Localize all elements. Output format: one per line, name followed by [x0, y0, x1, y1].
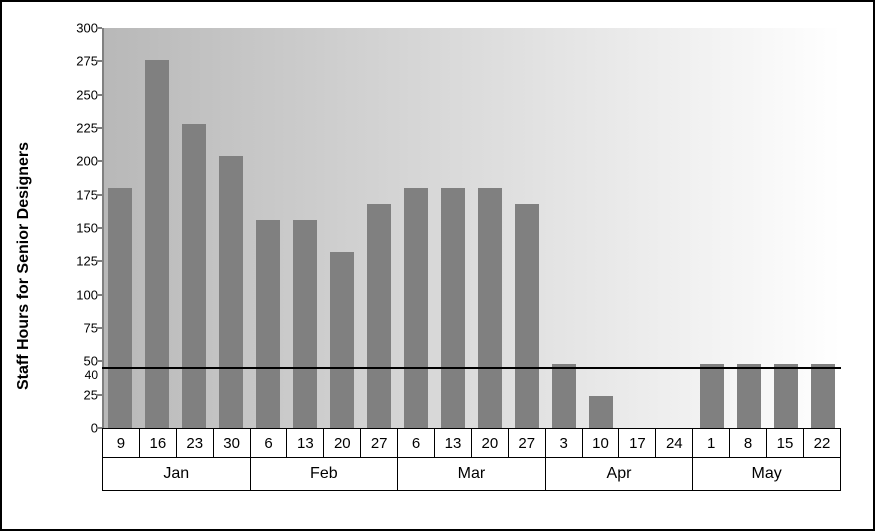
week-cell: 8	[730, 429, 767, 458]
week-cell: 22	[803, 429, 840, 458]
bar	[441, 188, 465, 428]
y-axis-tick-labels: 025507510012515017520022525027530040	[54, 28, 98, 428]
y-tick-label: 250	[54, 88, 98, 101]
week-row: 9162330613202761320273101724181522	[103, 429, 841, 458]
y-tick-label: 300	[54, 22, 98, 35]
reference-line	[102, 367, 841, 369]
week-cell: 27	[361, 429, 398, 458]
y-tick-label: 0	[54, 422, 98, 435]
week-cell: 6	[398, 429, 435, 458]
chart-frame: Staff Hours for Senior Designers 0 25 50 75…	[0, 0, 875, 531]
bar	[108, 188, 132, 428]
chart-content: Staff Hours for Senior Designers 0255075…	[20, 20, 845, 511]
week-cell: 17	[619, 429, 656, 458]
week-cell: 23	[176, 429, 213, 458]
bar	[774, 364, 798, 428]
bar	[478, 188, 502, 428]
bar	[589, 396, 613, 428]
month-cell: Apr	[545, 458, 693, 491]
bar	[811, 364, 835, 428]
y-tick-label: 225	[54, 122, 98, 135]
y-tick-label: 100	[54, 288, 98, 301]
plot-area	[102, 28, 841, 428]
week-cell: 24	[656, 429, 693, 458]
y-tick-label: 25	[54, 388, 98, 401]
week-cell: 20	[324, 429, 361, 458]
month-cell: May	[693, 458, 841, 491]
y-tick-label: 200	[54, 155, 98, 168]
week-cell: 3	[545, 429, 582, 458]
y-tick-label: 50	[54, 355, 98, 368]
week-cell: 1	[693, 429, 730, 458]
week-cell: 13	[287, 429, 324, 458]
bar	[515, 204, 539, 428]
y-tick-label: 175	[54, 188, 98, 201]
y-tick-label: 150	[54, 222, 98, 235]
week-cell: 20	[471, 429, 508, 458]
y-tick-label: 275	[54, 55, 98, 68]
bar	[404, 188, 428, 428]
week-cell: 10	[582, 429, 619, 458]
month-row: JanFebMarAprMay	[103, 458, 841, 491]
bar	[552, 364, 576, 428]
bar	[182, 124, 206, 428]
bar	[330, 252, 354, 428]
week-cell: 13	[435, 429, 472, 458]
week-cell: 16	[139, 429, 176, 458]
week-cell: 15	[767, 429, 804, 458]
month-cell: Mar	[398, 458, 546, 491]
month-cell: Jan	[103, 458, 251, 491]
bar	[737, 364, 761, 428]
week-cell: 30	[213, 429, 250, 458]
bar	[367, 204, 391, 428]
x-axis-grid: 9162330613202761320273101724181522 JanFe…	[102, 428, 841, 491]
bar	[219, 156, 243, 428]
bar	[145, 60, 169, 428]
y-tick-label: 75	[54, 322, 98, 335]
week-cell: 9	[103, 429, 140, 458]
y-tick-label-extra: 40	[54, 369, 98, 381]
week-cell: 6	[250, 429, 287, 458]
y-axis-title: Staff Hours for Senior Designers	[15, 141, 33, 389]
y-tick-label: 125	[54, 255, 98, 268]
month-cell: Feb	[250, 458, 398, 491]
bar	[700, 364, 724, 428]
bar	[256, 220, 280, 428]
week-cell: 27	[508, 429, 545, 458]
bar	[293, 220, 317, 428]
